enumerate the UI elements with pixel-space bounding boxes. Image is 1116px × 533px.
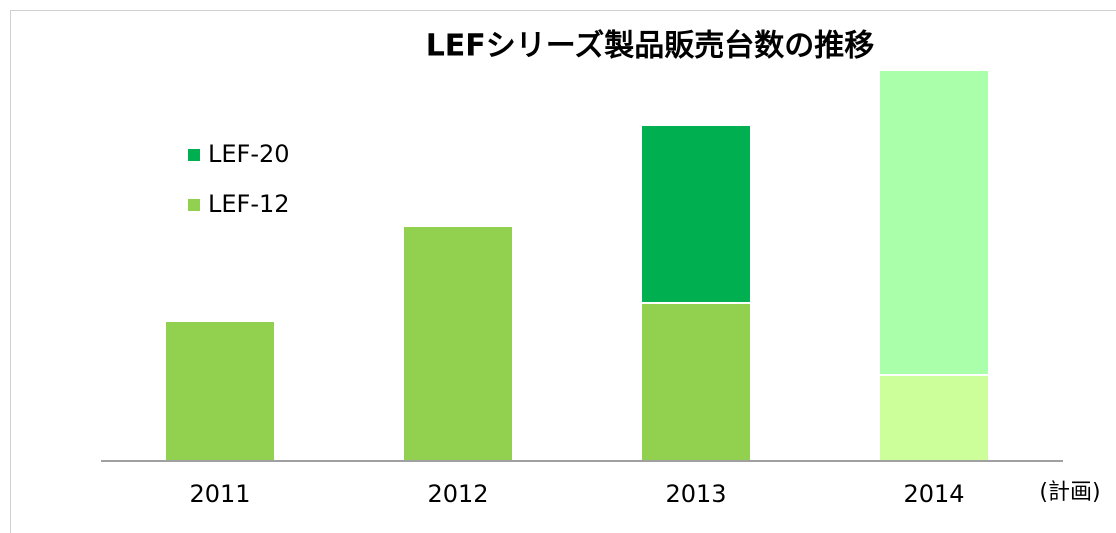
x-tick-label: 2014 [903,480,964,508]
x-tick-label: 2011 [189,480,250,508]
bar-segment [878,374,990,462]
annotation: (計画) [1039,480,1100,505]
bar-segment [878,69,990,376]
bar-segment [164,320,276,462]
legend-marker [188,149,200,161]
bar-segment [640,124,752,304]
legend-label: LEF-20 [208,140,290,168]
legend-marker [188,199,200,211]
x-tick-label: 2013 [665,480,726,508]
x-tick-label: 2012 [427,480,488,508]
bar-segment [640,302,752,462]
chart-title: LEFシリーズ製品販売台数の推移 [426,29,875,64]
bar-segment [402,225,514,462]
legend-label: LEF-12 [208,190,290,218]
chart-frame [10,10,1116,533]
